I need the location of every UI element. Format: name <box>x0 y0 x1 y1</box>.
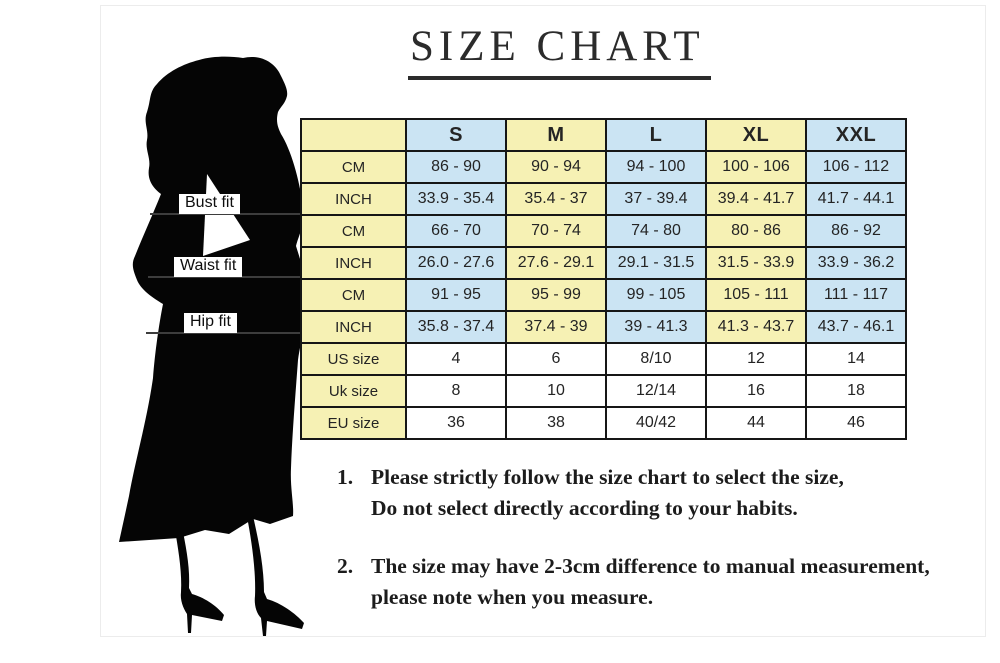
note-line: Please strictly follow the size chart to… <box>371 465 844 489</box>
table-cell: 16 <box>705 374 807 408</box>
table-cell: 26.0 - 27.6 <box>405 246 507 280</box>
note-number: 2. <box>337 554 354 578</box>
table-cell: 86 - 90 <box>405 150 507 184</box>
table-cell: 37.4 - 39 <box>505 310 607 344</box>
table-cell: 12/14 <box>605 374 707 408</box>
table-cell: 8 <box>405 374 507 408</box>
hip-fit-pointer-line <box>146 332 300 334</box>
table-cell: 33.9 - 35.4 <box>405 182 507 216</box>
row-label: INCH <box>300 182 407 216</box>
row-label: US size <box>300 342 407 376</box>
table-cell: 99 - 105 <box>605 278 707 312</box>
table-cell: 6 <box>505 342 607 376</box>
table-cell: 8/10 <box>605 342 707 376</box>
table-row-eu-size: EU size 36 38 40/42 44 46 <box>300 406 907 440</box>
page-title: SIZE CHART <box>408 24 711 81</box>
table-cell: 74 - 80 <box>605 214 707 248</box>
note-item-1: 1. Please strictly follow the size chart… <box>337 462 987 524</box>
waist-fit-label: Waist fit <box>174 257 243 277</box>
table-cell: 41.7 - 44.1 <box>805 182 907 216</box>
table-row-hip-cm: CM 91 - 95 95 - 99 99 - 105 105 - 111 11… <box>300 278 907 312</box>
table-cell: 105 - 111 <box>705 278 807 312</box>
table-cell: 90 - 94 <box>505 150 607 184</box>
table-cell: 106 - 112 <box>805 150 907 184</box>
notes-section: 1. Please strictly follow the size chart… <box>337 462 987 640</box>
column-header-xxl: XXL <box>805 118 907 152</box>
table-cell: 29.1 - 31.5 <box>605 246 707 280</box>
table-cell: 95 - 99 <box>505 278 607 312</box>
table-cell: 86 - 92 <box>805 214 907 248</box>
row-label: CM <box>300 150 407 184</box>
table-row-uk-size: Uk size 8 10 12/14 16 18 <box>300 374 907 408</box>
row-label: INCH <box>300 246 407 280</box>
row-label: CM <box>300 278 407 312</box>
table-cell: 41.3 - 43.7 <box>705 310 807 344</box>
hip-fit-label: Hip fit <box>184 313 237 333</box>
row-label: Uk size <box>300 374 407 408</box>
woman-silhouette <box>119 56 307 636</box>
table-cell: 37 - 39.4 <box>605 182 707 216</box>
column-header-l: L <box>605 118 707 152</box>
table-header-row: S M L XL XXL <box>300 118 907 152</box>
table-row-bust-cm: CM 86 - 90 90 - 94 94 - 100 100 - 106 10… <box>300 150 907 184</box>
bust-fit-label: Bust fit <box>179 194 240 214</box>
corner-header-cell <box>300 118 407 152</box>
table-cell: 43.7 - 46.1 <box>805 310 907 344</box>
row-label: EU size <box>300 406 407 440</box>
table-cell: 94 - 100 <box>605 150 707 184</box>
table-cell: 66 - 70 <box>405 214 507 248</box>
table-cell: 18 <box>805 374 907 408</box>
table-cell: 100 - 106 <box>705 150 807 184</box>
table-cell: 46 <box>805 406 907 440</box>
table-cell: 27.6 - 29.1 <box>505 246 607 280</box>
row-label: INCH <box>300 310 407 344</box>
table-row-waist-inch: INCH 26.0 - 27.6 27.6 - 29.1 29.1 - 31.5… <box>300 246 907 280</box>
table-row-waist-cm: CM 66 - 70 70 - 74 74 - 80 80 - 86 86 - … <box>300 214 907 248</box>
note-line: Do not select directly according to your… <box>371 496 798 520</box>
column-header-s: S <box>405 118 507 152</box>
table-cell: 70 - 74 <box>505 214 607 248</box>
note-number: 1. <box>337 465 354 489</box>
note-item-2: 2. The size may have 2-3cm difference to… <box>337 551 987 613</box>
waist-fit-pointer-line <box>148 276 300 278</box>
table-cell: 39.4 - 41.7 <box>705 182 807 216</box>
table-cell: 31.5 - 33.9 <box>705 246 807 280</box>
table-cell: 10 <box>505 374 607 408</box>
table-cell: 111 - 117 <box>805 278 907 312</box>
note-text: The size may have 2-3cm difference to ma… <box>371 551 987 613</box>
bust-fit-pointer-line <box>150 213 300 215</box>
table-cell: 40/42 <box>605 406 707 440</box>
table-cell: 35.4 - 37 <box>505 182 607 216</box>
table-cell: 4 <box>405 342 507 376</box>
size-table: S M L XL XXL CM 86 - 90 90 - 94 94 - 100… <box>300 118 907 440</box>
table-row-us-size: US size 4 6 8/10 12 14 <box>300 342 907 376</box>
table-cell: 91 - 95 <box>405 278 507 312</box>
table-cell: 12 <box>705 342 807 376</box>
table-row-bust-inch: INCH 33.9 - 35.4 35.4 - 37 37 - 39.4 39.… <box>300 182 907 216</box>
row-label: CM <box>300 214 407 248</box>
table-cell: 33.9 - 36.2 <box>805 246 907 280</box>
table-cell: 14 <box>805 342 907 376</box>
note-text: Please strictly follow the size chart to… <box>371 462 987 524</box>
table-cell: 36 <box>405 406 507 440</box>
table-row-hip-inch: INCH 35.8 - 37.4 37.4 - 39 39 - 41.3 41.… <box>300 310 907 344</box>
column-header-m: M <box>505 118 607 152</box>
table-cell: 39 - 41.3 <box>605 310 707 344</box>
column-header-xl: XL <box>705 118 807 152</box>
table-cell: 35.8 - 37.4 <box>405 310 507 344</box>
note-line: please note when you measure. <box>371 585 654 609</box>
note-line: The size may have 2-3cm difference to ma… <box>371 554 930 578</box>
table-cell: 38 <box>505 406 607 440</box>
table-cell: 80 - 86 <box>705 214 807 248</box>
table-cell: 44 <box>705 406 807 440</box>
